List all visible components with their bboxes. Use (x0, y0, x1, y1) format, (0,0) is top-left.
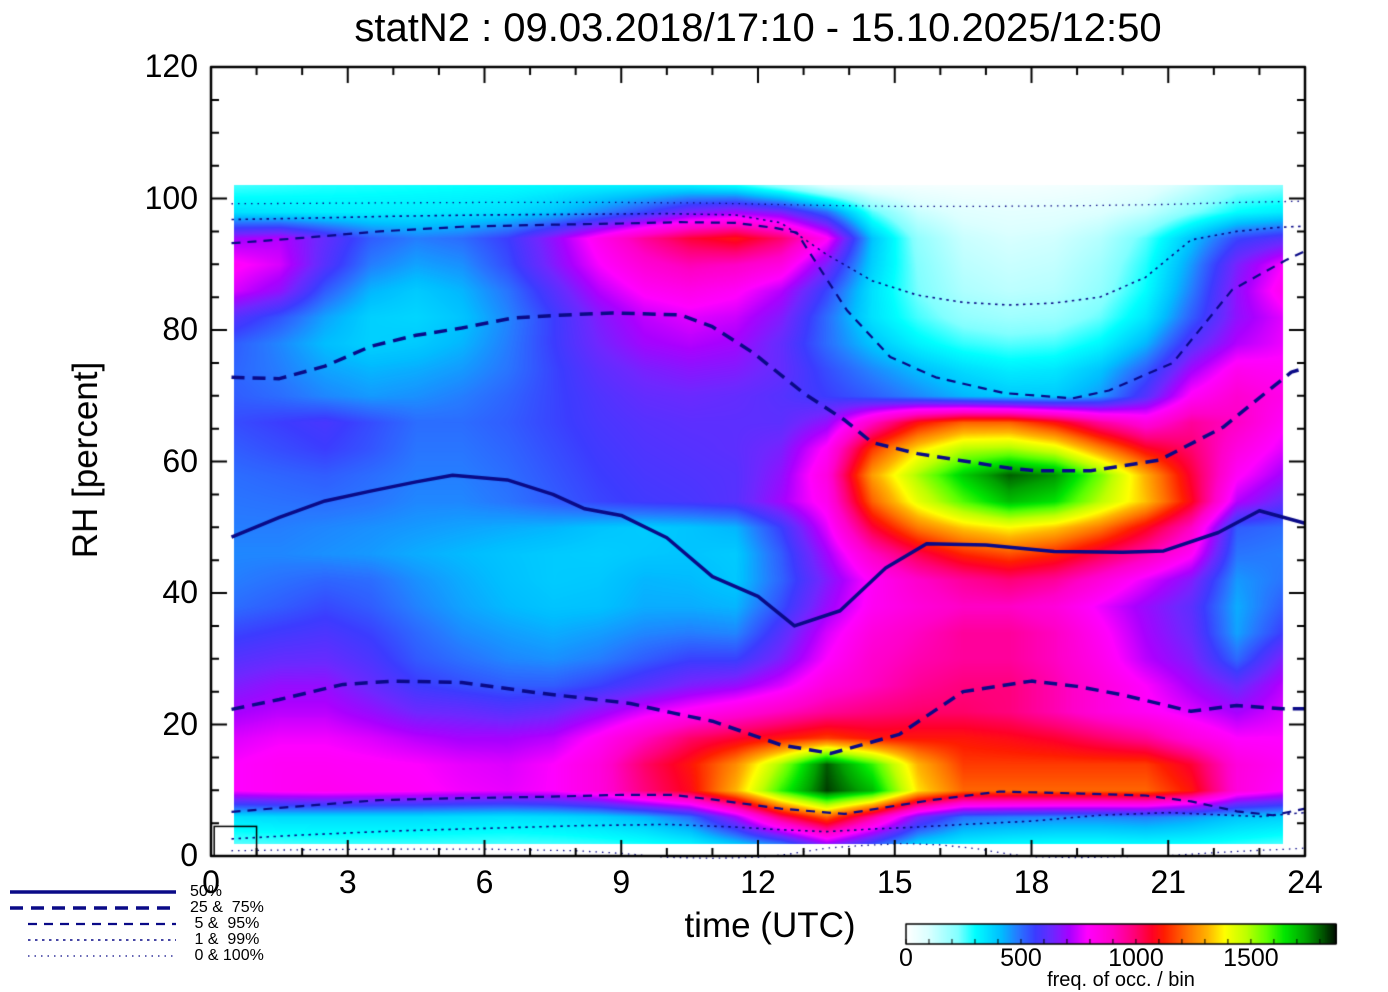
legend-item: 0 & 100% (8, 948, 264, 964)
legend-label: 50% (190, 883, 223, 900)
x-tick-label: 15 (876, 864, 913, 900)
x-tick-label: 24 (1287, 864, 1323, 900)
contour-legend: 50% 25 & 75% 5 & 95% 1 & 99% 0 & 100% (8, 884, 264, 964)
x-tick-label: 3 (338, 864, 357, 900)
colorbar-label: freq. of occ. / bin (1047, 969, 1195, 991)
legend-item: 50% (8, 884, 264, 900)
y-tick-label: 40 (162, 573, 198, 610)
y-tick-label: 20 (162, 705, 198, 742)
y-tick-label: 120 (144, 47, 198, 84)
y-tick-label: 80 (162, 310, 198, 347)
chart-title: statN2 : 09.03.2018/17:10 - 15.10.2025/1… (354, 6, 1162, 50)
legend-line-sample-icon (10, 890, 176, 894)
y-tick-label: 100 (144, 179, 198, 216)
legend-label: 1 & 99% (190, 931, 260, 948)
x-tick-label: 18 (1013, 864, 1050, 900)
x-tick-label: 12 (740, 864, 776, 900)
colorbar-tick-label: 0 (899, 944, 913, 972)
x-axis-label: time (UTC) (684, 906, 856, 945)
x-tick-label: 21 (1150, 864, 1187, 900)
legend-line-sample-icon (28, 922, 176, 926)
colorbar-tick-labels: 0 500 1000 1500 (0, 944, 1388, 974)
x-tick-label: 6 (475, 864, 494, 900)
y-tick-label: 60 (162, 442, 198, 479)
legend-line-sample-icon (10, 906, 176, 910)
colorbar-tick-label: 1000 (1108, 944, 1164, 972)
legend-item: 25 & 75% (8, 900, 264, 916)
y-tick-label: 0 (180, 836, 198, 873)
legend-label: 0 & 100% (190, 947, 264, 964)
legend-label: 5 & 95% (190, 915, 260, 932)
y-tick-labels: 0 20 40 60 80 100 120 (40, 0, 198, 992)
colorbar-tick-label: 500 (1000, 944, 1042, 972)
legend-item: 5 & 95% (8, 916, 264, 932)
legend-label: 25 & 75% (190, 899, 264, 916)
legend-item: 1 & 99% (8, 932, 264, 948)
colorbar-tick-label: 1500 (1223, 944, 1279, 972)
x-tick-labels: 0 3 6 9 12 15 18 21 24 (0, 864, 1388, 906)
x-tick-label: 0 (202, 864, 220, 900)
x-tick-label: 9 (612, 864, 631, 900)
